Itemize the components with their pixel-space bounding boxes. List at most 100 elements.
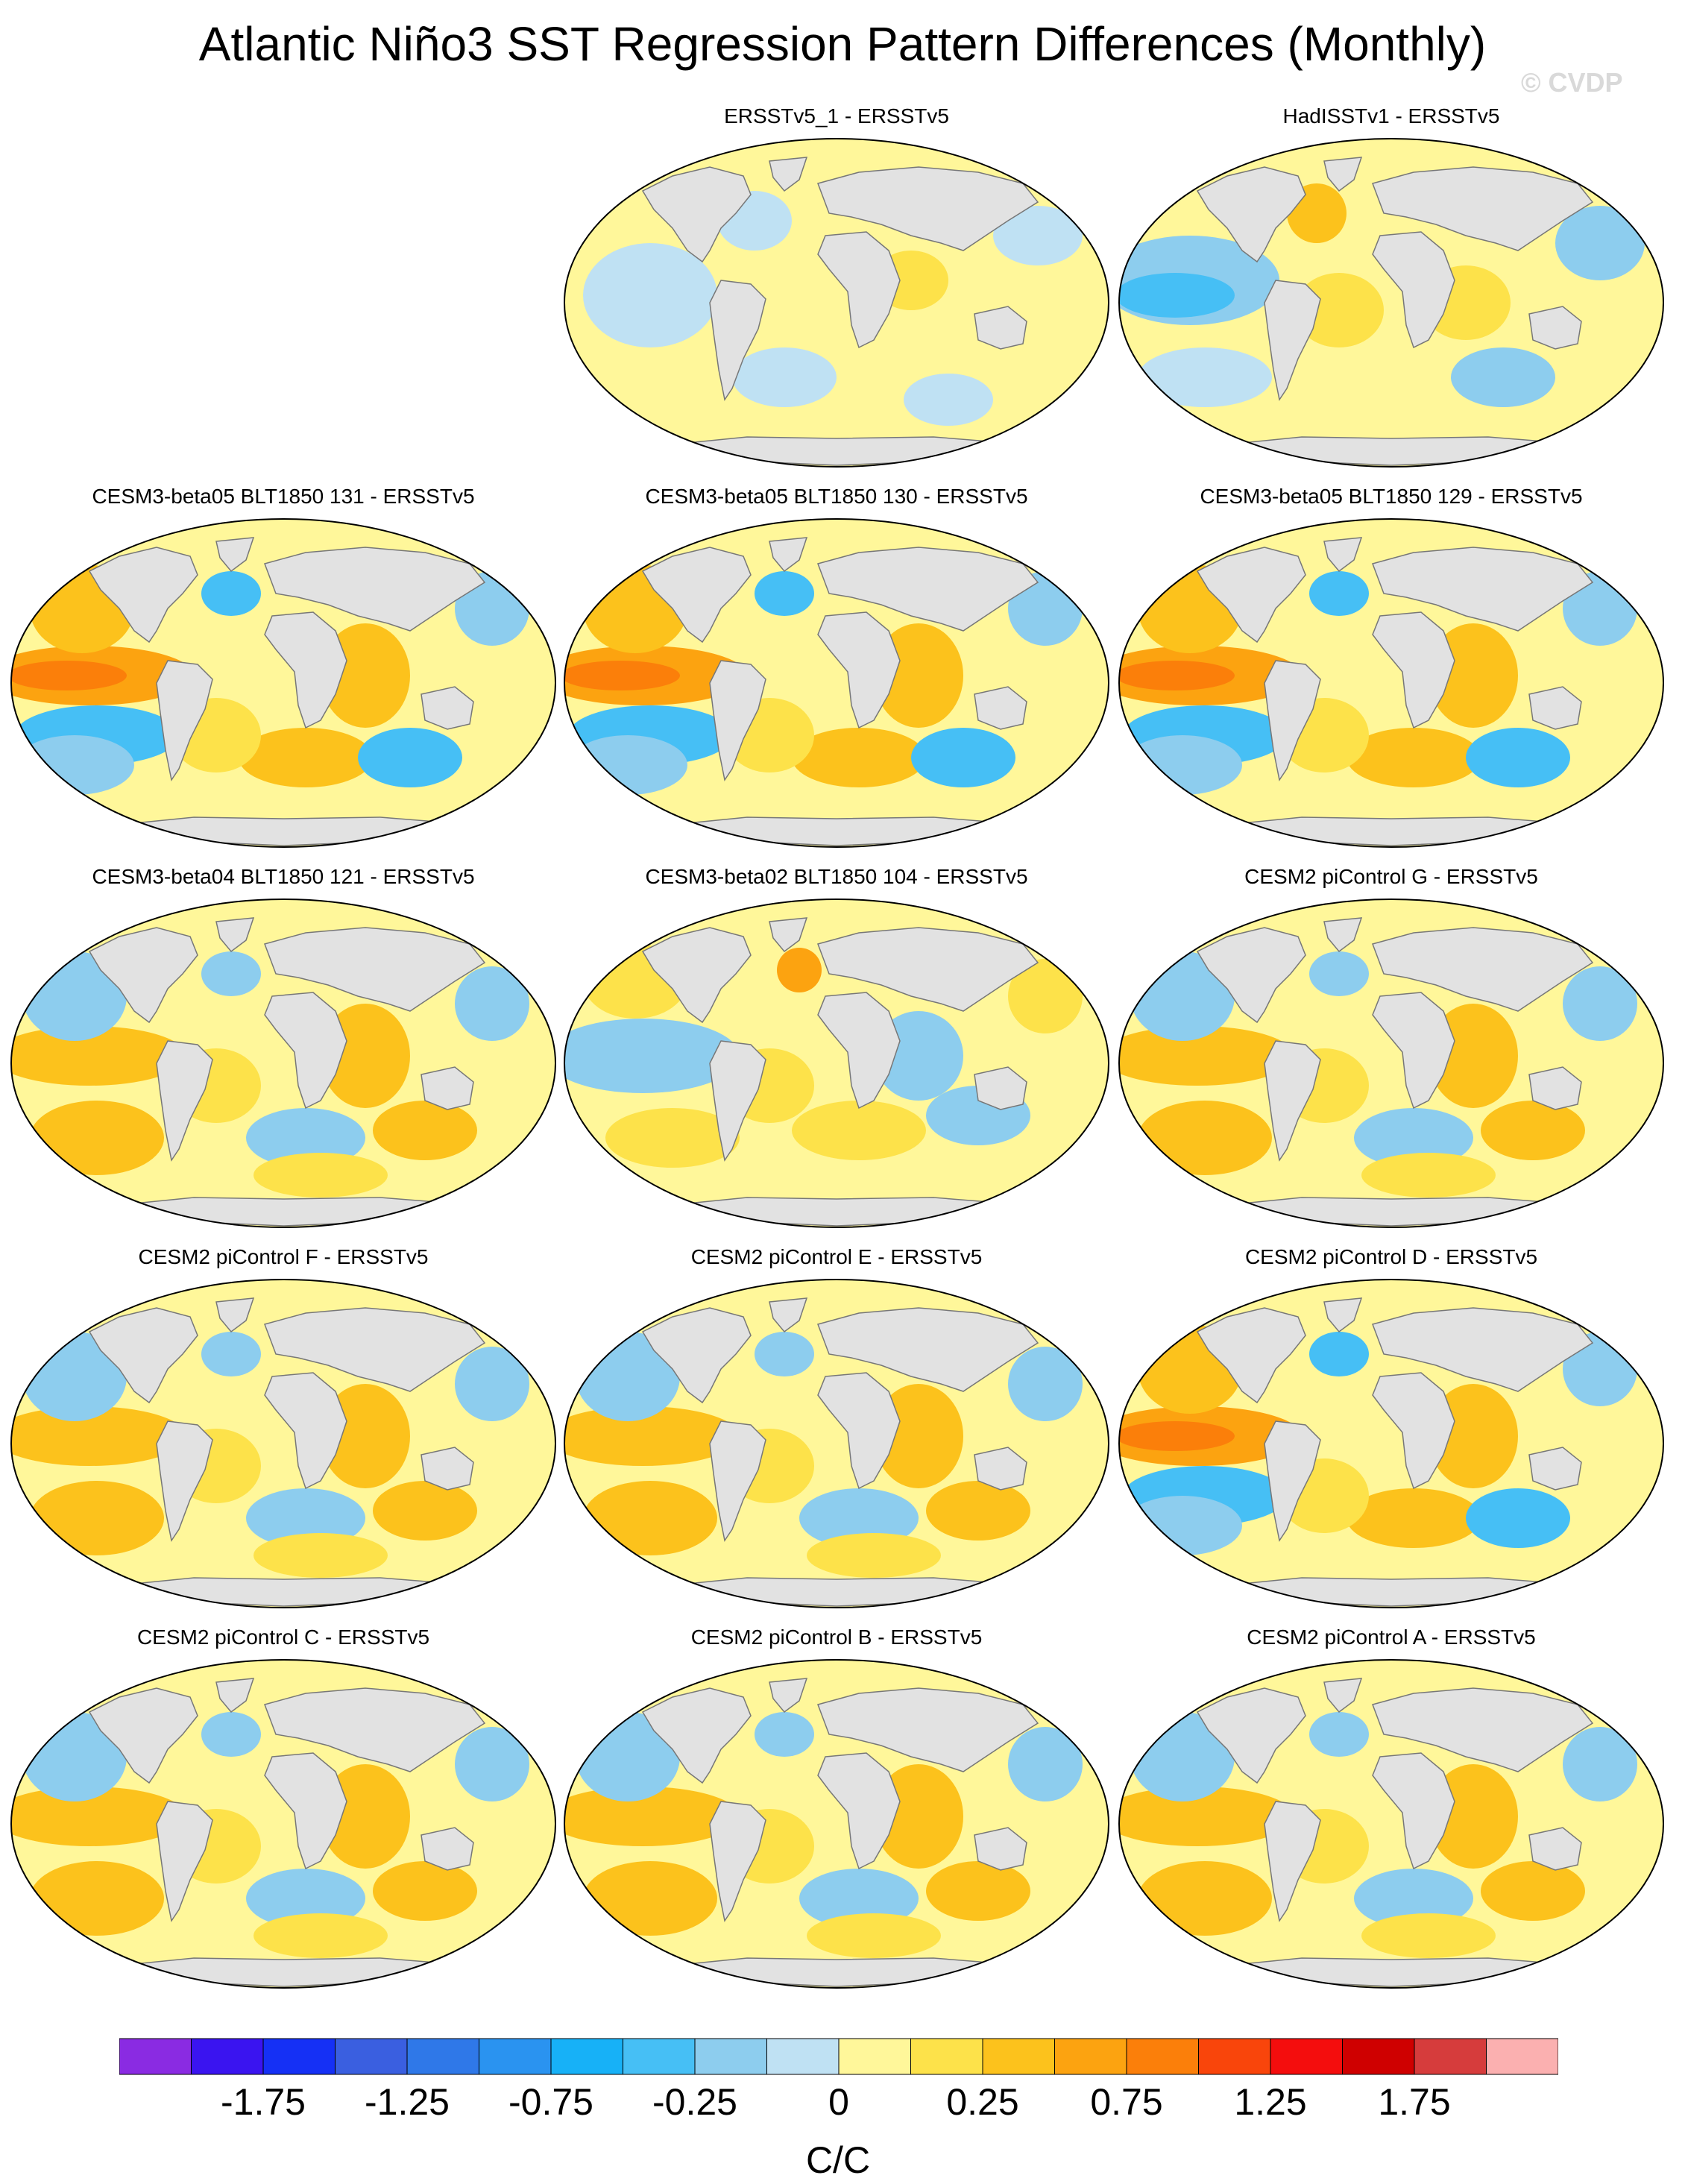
anomaly-region <box>777 948 822 992</box>
landmass <box>264 547 486 632</box>
world-map <box>10 1279 556 1608</box>
anomaly-region <box>564 1019 740 1093</box>
anomaly-region <box>1347 728 1481 787</box>
anomaly-region <box>11 1406 186 1466</box>
landmass <box>817 231 901 349</box>
anomaly-region <box>904 374 993 426</box>
anomaly-region <box>583 1861 717 1936</box>
panel-title: CESM2 piControl G - ERSSTv5 <box>1244 865 1538 888</box>
landmass <box>215 917 255 953</box>
anomaly-region <box>792 728 926 787</box>
landmass <box>156 1040 213 1162</box>
landmass <box>1372 1752 1455 1870</box>
anomaly-region <box>1563 1727 1637 1801</box>
anomaly-region <box>1309 1712 1369 1757</box>
anomaly-region <box>246 1869 365 1928</box>
world-map <box>564 899 1109 1228</box>
colorbar-swatch <box>1270 2038 1343 2075</box>
landmass <box>817 1687 1039 1772</box>
anomaly-region <box>755 571 814 616</box>
panel-title: CESM2 piControl D - ERSSTv5 <box>1244 1245 1538 1268</box>
landmass <box>421 1827 474 1871</box>
anomaly-region <box>807 1533 941 1578</box>
colorbar-tick-label: 1.75 <box>1378 2081 1451 2123</box>
anomaly-region <box>807 1913 941 1958</box>
landmass <box>709 1040 766 1162</box>
colorbar-swatch <box>623 2038 696 2075</box>
landmass <box>817 1307 1039 1392</box>
panel-title: CESM2 piControl E - ERSSTv5 <box>690 1245 983 1268</box>
landmass <box>1264 1801 1321 1922</box>
colorbar-swatch <box>262 2038 336 2075</box>
panel-title: ERSSTv5_1 - ERSSTv5 <box>724 104 949 128</box>
landmass <box>974 1066 1027 1110</box>
anomaly-region <box>201 951 261 996</box>
map-border <box>564 138 1109 468</box>
colorbar-swatch <box>406 2038 479 2075</box>
map-panel: HadISSTv1 - ERSSTv5 <box>1115 104 1667 477</box>
map-panel: CESM2 piControl D - ERSSTv5 <box>1115 1245 1667 1618</box>
panel-title: CESM2 piControl B - ERSSTv5 <box>690 1626 983 1649</box>
landmass <box>1528 1066 1582 1110</box>
anomaly-region <box>253 1153 388 1198</box>
panel-title: HadISSTv1 - ERSSTv5 <box>1282 104 1500 128</box>
anomaly-region <box>1138 1861 1272 1936</box>
map-panel: CESM2 piControl E - ERSSTv5 <box>561 1245 1112 1618</box>
landmass <box>1323 1678 1363 1713</box>
colorbar-swatch <box>838 2038 911 2075</box>
colorbar-swatch <box>191 2038 264 2075</box>
anomaly-region <box>1347 1488 1481 1548</box>
world-map <box>1118 1659 1664 1989</box>
world-map <box>1118 1279 1664 1608</box>
world-map <box>564 518 1109 848</box>
landmass <box>1372 231 1455 349</box>
landmass <box>88 547 198 643</box>
colorbar-tick-label: -0.25 <box>652 2081 737 2123</box>
world-map <box>1118 518 1664 848</box>
anomaly-region <box>1451 347 1555 407</box>
anomaly-region <box>564 1787 740 1846</box>
anomaly-region <box>583 243 717 347</box>
page-title: Atlantic Niño3 SST Regression Pattern Di… <box>198 17 1487 71</box>
anomaly-region <box>605 1108 740 1168</box>
world-map <box>1118 899 1664 1228</box>
panel-title: CESM3-beta05 BLT1850 130 - ERSSTv5 <box>645 485 1028 508</box>
anomaly-region <box>1563 966 1637 1041</box>
landmass <box>264 611 347 729</box>
landmass <box>709 1420 766 1542</box>
colorbar-tick-label: 0 <box>828 2081 849 2123</box>
anomaly-region <box>1008 1727 1083 1801</box>
landmass <box>769 537 808 573</box>
landmass <box>1196 927 1306 1024</box>
anomaly-region <box>455 1727 529 1801</box>
anomaly-region <box>568 735 687 795</box>
landmass <box>1372 611 1455 729</box>
landmass <box>1264 1420 1321 1542</box>
map-panel: CESM3-beta05 BLT1850 129 - ERSSTv5 <box>1115 485 1667 857</box>
map-border <box>1118 518 1664 848</box>
landmass <box>974 686 1027 730</box>
anomaly-region <box>792 1101 926 1160</box>
map-border <box>10 899 556 1228</box>
anomaly-region <box>1119 1787 1294 1846</box>
map-border <box>564 1659 1109 1989</box>
landmass <box>1196 547 1306 643</box>
anomaly-region <box>1466 1488 1570 1548</box>
landmass <box>1528 1447 1582 1491</box>
anomaly-region <box>1555 206 1645 280</box>
colorbar-units: C/C <box>805 2139 871 2181</box>
anomaly-region <box>1309 571 1369 616</box>
anomaly-region <box>1119 1026 1294 1086</box>
world-map <box>564 1659 1109 1989</box>
map-panel: CESM2 piControl C - ERSSTv5 <box>7 1626 559 1998</box>
map-panel: CESM2 piControl G - ERSSTv5 <box>1115 865 1667 1238</box>
anomaly-region <box>11 1026 186 1086</box>
anomaly-region <box>1466 728 1570 787</box>
landmass <box>1528 306 1582 350</box>
map-border <box>10 518 556 848</box>
map-panel: CESM3-beta05 BLT1850 130 - ERSSTv5 <box>561 485 1112 857</box>
colorbar-swatch <box>1414 2038 1487 2075</box>
anomaly-region <box>30 1101 164 1175</box>
map-border <box>1118 899 1664 1228</box>
world-map <box>10 899 556 1228</box>
